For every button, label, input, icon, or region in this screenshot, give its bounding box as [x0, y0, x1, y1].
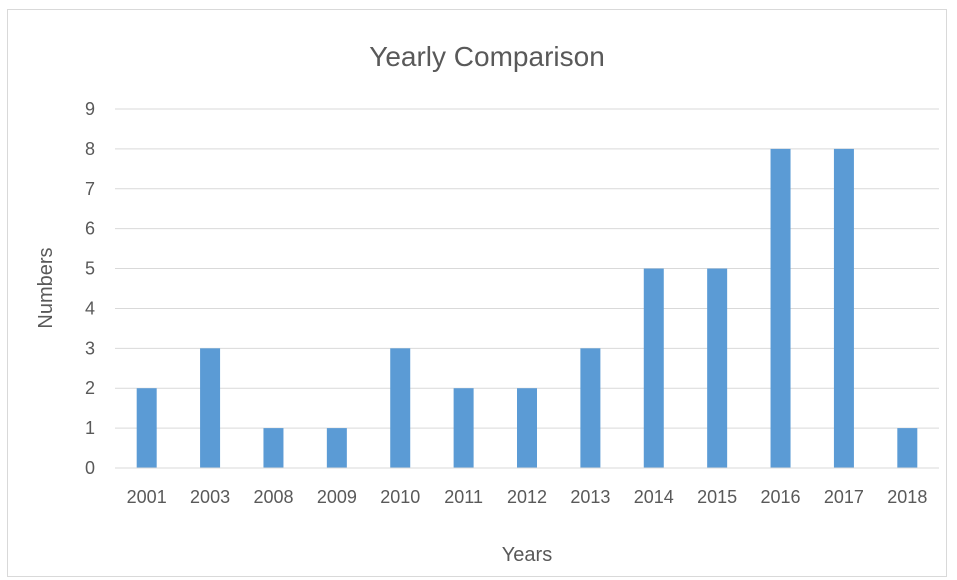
bar-2011 [453, 388, 474, 468]
y-tick-label: 8 [85, 139, 95, 159]
y-tick-label: 9 [85, 99, 95, 119]
y-tick-label: 6 [85, 219, 95, 239]
y-tick-label: 1 [85, 418, 95, 438]
bar-2017 [833, 148, 854, 468]
bar-2008 [263, 428, 284, 468]
chart-title: Yearly Comparison [369, 41, 605, 72]
x-axis-label: Years [502, 544, 552, 566]
bar-2010 [390, 348, 411, 468]
y-tick-label: 2 [85, 378, 95, 398]
x-tick-label: 2015 [697, 487, 737, 507]
bar-2001 [136, 388, 157, 468]
x-tick-label: 2003 [190, 487, 230, 507]
y-tick-label: 0 [85, 458, 95, 478]
y-tick-label: 5 [85, 259, 95, 279]
bar-2009 [326, 428, 347, 468]
x-tick-label: 2010 [380, 487, 420, 507]
bar-2016 [770, 148, 791, 468]
x-tick-label: 2017 [824, 487, 864, 507]
x-tick-label: 2012 [507, 487, 547, 507]
y-tick-label: 4 [85, 298, 95, 318]
gridlines [115, 108, 939, 429]
x-tick-label: 2014 [634, 487, 674, 507]
y-tick-label: 7 [85, 179, 95, 199]
x-tick-label: 2016 [761, 487, 801, 507]
bars [136, 148, 918, 468]
x-tick-label: 2018 [887, 487, 927, 507]
y-axis-label: Numbers [35, 247, 57, 328]
y-axis-ticks: 0 1 2 3 4 5 6 7 8 9 [85, 99, 95, 478]
x-axis-ticks: 2001 2003 2008 2009 2010 2011 2012 2013 2014 2015… [127, 487, 928, 507]
bar-2018 [897, 428, 918, 468]
x-tick-label: 2001 [127, 487, 167, 507]
y-tick-label: 3 [85, 338, 95, 358]
bar-2015 [707, 268, 728, 468]
bar-2012 [517, 388, 537, 468]
x-tick-label: 2008 [253, 487, 293, 507]
bar-2014 [643, 268, 664, 468]
bar-2003 [200, 348, 221, 468]
x-tick-label: 2011 [444, 487, 483, 507]
bar-2013 [580, 348, 601, 468]
x-tick-label: 2013 [570, 487, 610, 507]
x-tick-label: 2009 [317, 487, 357, 507]
